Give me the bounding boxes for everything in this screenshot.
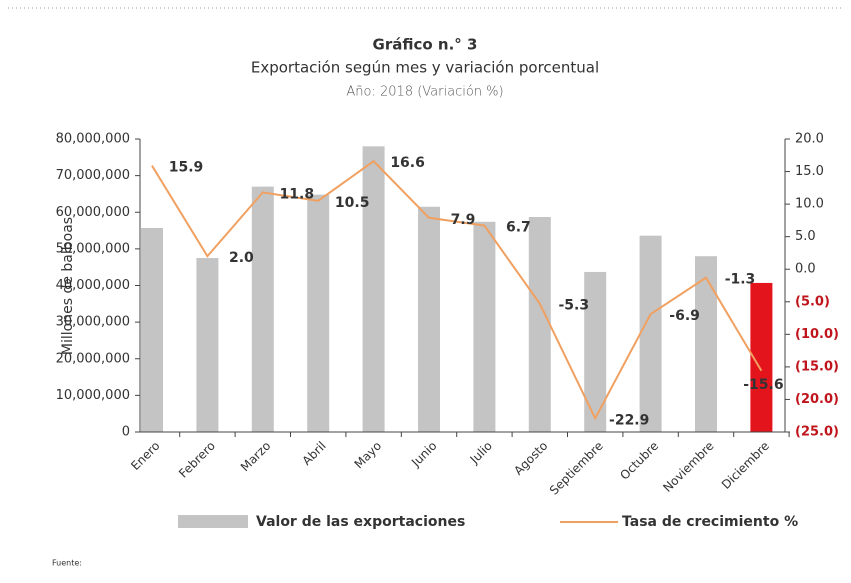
x-tick-label: Febrero [176,439,218,481]
bar [473,221,496,432]
data-label: 11.8 [280,186,315,202]
x-tick-label: Agosto [511,439,550,478]
x-tick-label: Octubre [617,439,661,483]
chart-subtitle: Exportación según mes y variación porcen… [251,59,599,77]
bar [584,271,607,432]
y-tick-label: 60,000,000 [56,205,130,220]
x-tick-label: Enero [128,439,162,473]
bar [528,217,551,432]
data-label: 6.7 [506,220,531,236]
bar [196,258,219,432]
x-tick-label: Diciembre [719,439,772,492]
line [151,159,763,421]
bar [307,194,330,432]
x-tick-label: Junio [408,439,439,470]
data-label: 15.9 [169,160,204,176]
data-label: -22.9 [609,412,649,428]
x-tick-label: Noviembre [660,439,716,495]
y-tick-label: 70,000,000 [56,168,130,183]
y2-tick-label: (25.0) [795,425,839,440]
data-label: 10.5 [335,195,370,211]
y2-tick-label: (5.0) [795,294,830,309]
y-tick-label: 20,000,000 [56,351,130,366]
y2-tick-label: 5.0 [795,229,816,244]
bar [362,146,385,432]
y2-tick-label: (20.0) [795,392,839,407]
x-tick-label: Julio [467,439,495,467]
bar [750,282,773,432]
bar [251,186,274,432]
data-label: -5.3 [558,298,589,314]
chart-title: Gráfico n.° 3 [373,36,478,54]
bar [695,256,717,432]
x-tick-label: Marzo [238,439,274,475]
y-axis-label: Millones de balboas [60,217,76,355]
x-tick-label: Septiembre [547,439,606,498]
chart-note: Año: 2018 (Variación %) [346,85,503,100]
y2-tick-label: (10.0) [795,327,839,342]
bar [639,235,662,432]
bar [141,227,163,432]
y2-tick-label: 10.0 [795,197,824,212]
bar [418,206,440,432]
data-label: 2.0 [229,250,254,266]
source: Fuente: [52,559,82,568]
legend-label: Valor de las exportaciones [256,514,465,530]
legend-label: Tasa de crecimiento % [622,514,798,530]
y2-tick-label: 20.0 [795,132,824,147]
y-tick-label: 50,000,000 [56,241,130,256]
x-tick-label: Mayo [352,439,385,472]
data-label: -1.3 [725,272,756,288]
data-label: 16.6 [390,155,425,171]
y-tick-label: 0 [122,425,130,440]
y2-tick-label: (15.0) [795,359,839,374]
legend-swatch [178,515,248,528]
y-tick-label: 10,000,000 [56,388,130,403]
y2-tick-label: 15.0 [795,164,824,179]
data-label: -6.9 [669,308,700,324]
data-label: 7.9 [451,212,476,228]
y-tick-label: 30,000,000 [56,315,130,330]
data-label: -15.6 [743,377,783,393]
y-tick-label: 40,000,000 [56,278,130,293]
x-tick-label: Abril [299,439,328,468]
y2-tick-label: 0.0 [795,262,816,277]
y-tick-label: 80,000,000 [56,132,130,147]
